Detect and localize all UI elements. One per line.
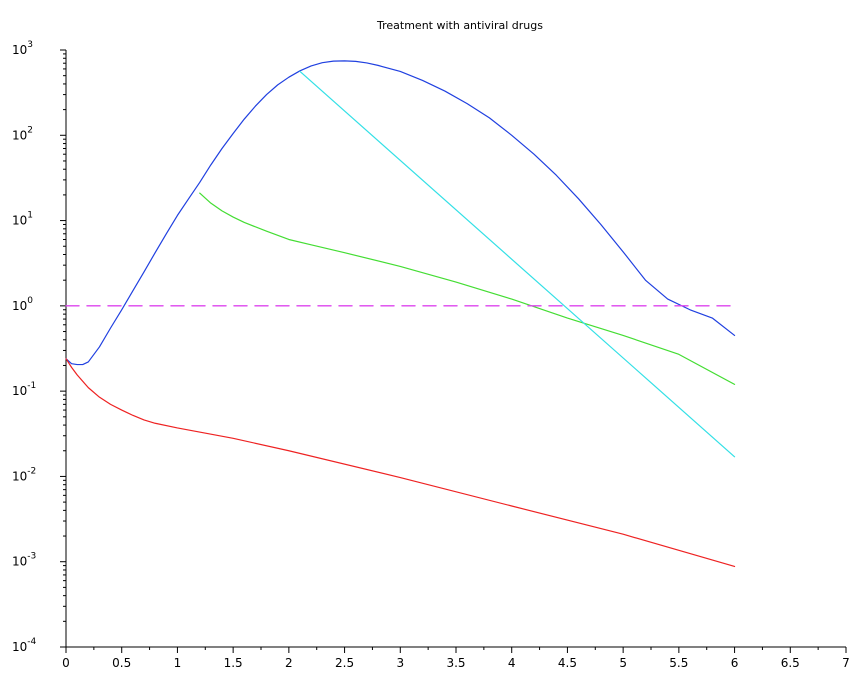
- x-tick-label: 5: [619, 656, 627, 670]
- x-tick-label: 5.5: [669, 656, 688, 670]
- x-tick-label: 1: [174, 656, 182, 670]
- y-tick-label: 10-3: [12, 552, 36, 569]
- x-tick-label: 7: [842, 656, 850, 670]
- axes: 0 0.5 1 1.5 2 2.5 3 3.5 4 4.5 5 5.5 6 6.5 7 103 102 101 10…: [12, 40, 850, 670]
- chart-title: Treatment with antiviral drugs: [376, 19, 543, 32]
- x-tick-label: 6: [731, 656, 739, 670]
- y-tick-label: 10-1: [12, 381, 36, 398]
- x-tick-label: 3.5: [446, 656, 465, 670]
- x-tick-label: 0: [62, 656, 70, 670]
- series-layer: [65, 60, 736, 568]
- y-tick-label: 10-4: [12, 637, 37, 654]
- y-tick-label: 10-2: [12, 466, 36, 483]
- series-line-1: [199, 192, 736, 385]
- y-tick-label: 103: [12, 40, 33, 57]
- x-tick-label: 0.5: [112, 656, 131, 670]
- x-tick-label: 4: [508, 656, 516, 670]
- y-tick-label: 101: [12, 211, 33, 228]
- y-tick-label: 102: [12, 125, 33, 142]
- series-line-0: [65, 60, 736, 366]
- x-tick-label: 2: [285, 656, 293, 670]
- series-line-2: [299, 70, 736, 458]
- x-tick-label: 4.5: [558, 656, 577, 670]
- x-tick-label: 2.5: [335, 656, 354, 670]
- y-tick-label: 100: [12, 296, 33, 313]
- series-line-3: [65, 358, 736, 568]
- x-tick-label: 3: [396, 656, 404, 670]
- x-tick-label: 6.5: [781, 656, 800, 670]
- x-tick-label: 1.5: [224, 656, 243, 670]
